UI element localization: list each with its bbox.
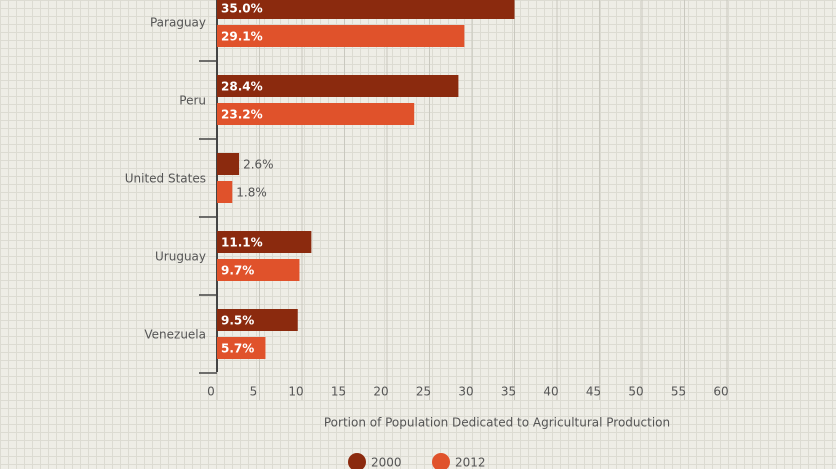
bar [217,309,298,331]
x-tick-label: 35 [501,385,516,399]
x-tick-label: 50 [628,385,643,399]
value-label: 5.7% [221,342,254,356]
y-tick-label: Paraguay [150,16,206,30]
bar [217,103,415,125]
bar [217,75,459,97]
legend-label: 2012 [455,456,486,469]
value-label: 2.6% [243,158,274,172]
bar [217,25,465,47]
bar [217,231,312,253]
x-tick-label: 60 [713,385,728,399]
value-label: 1.8% [236,186,266,200]
x-tick-label: 25 [416,385,431,399]
y-tick-label: Uruguay [155,250,206,264]
value-label: 23.2% [221,108,263,122]
legend-label: 2000 [371,456,402,469]
x-tick-label: 5 [250,385,258,399]
x-tick-label: 45 [586,385,601,399]
x-tick-label: 10 [288,385,303,399]
y-tick-label: Venezuela [144,328,206,342]
value-label: 9.7% [221,264,254,278]
x-tick-label: 30 [458,385,473,399]
y-tick-label: Peru [179,94,206,108]
value-label: 35.0% [221,2,263,16]
bar [217,0,515,19]
legend-marker [348,453,366,469]
x-axis-title: Portion of Population Dedicated to Agric… [324,416,670,430]
x-tick-label: 55 [671,385,686,399]
y-tick-label: United States [125,172,206,186]
x-tick-label: 40 [543,385,558,399]
bar [217,337,266,359]
value-label: 9.5% [221,314,254,328]
value-label: 28.4% [221,80,263,94]
x-tick-label: 20 [373,385,388,399]
legend-marker [432,453,450,469]
bar [217,153,240,175]
x-tick-label: 0 [207,385,215,399]
x-tick-label: 15 [331,385,346,399]
bar [217,259,300,281]
value-label: 11.1% [221,236,263,250]
bar [217,181,233,203]
value-label: 29.1% [221,30,263,44]
